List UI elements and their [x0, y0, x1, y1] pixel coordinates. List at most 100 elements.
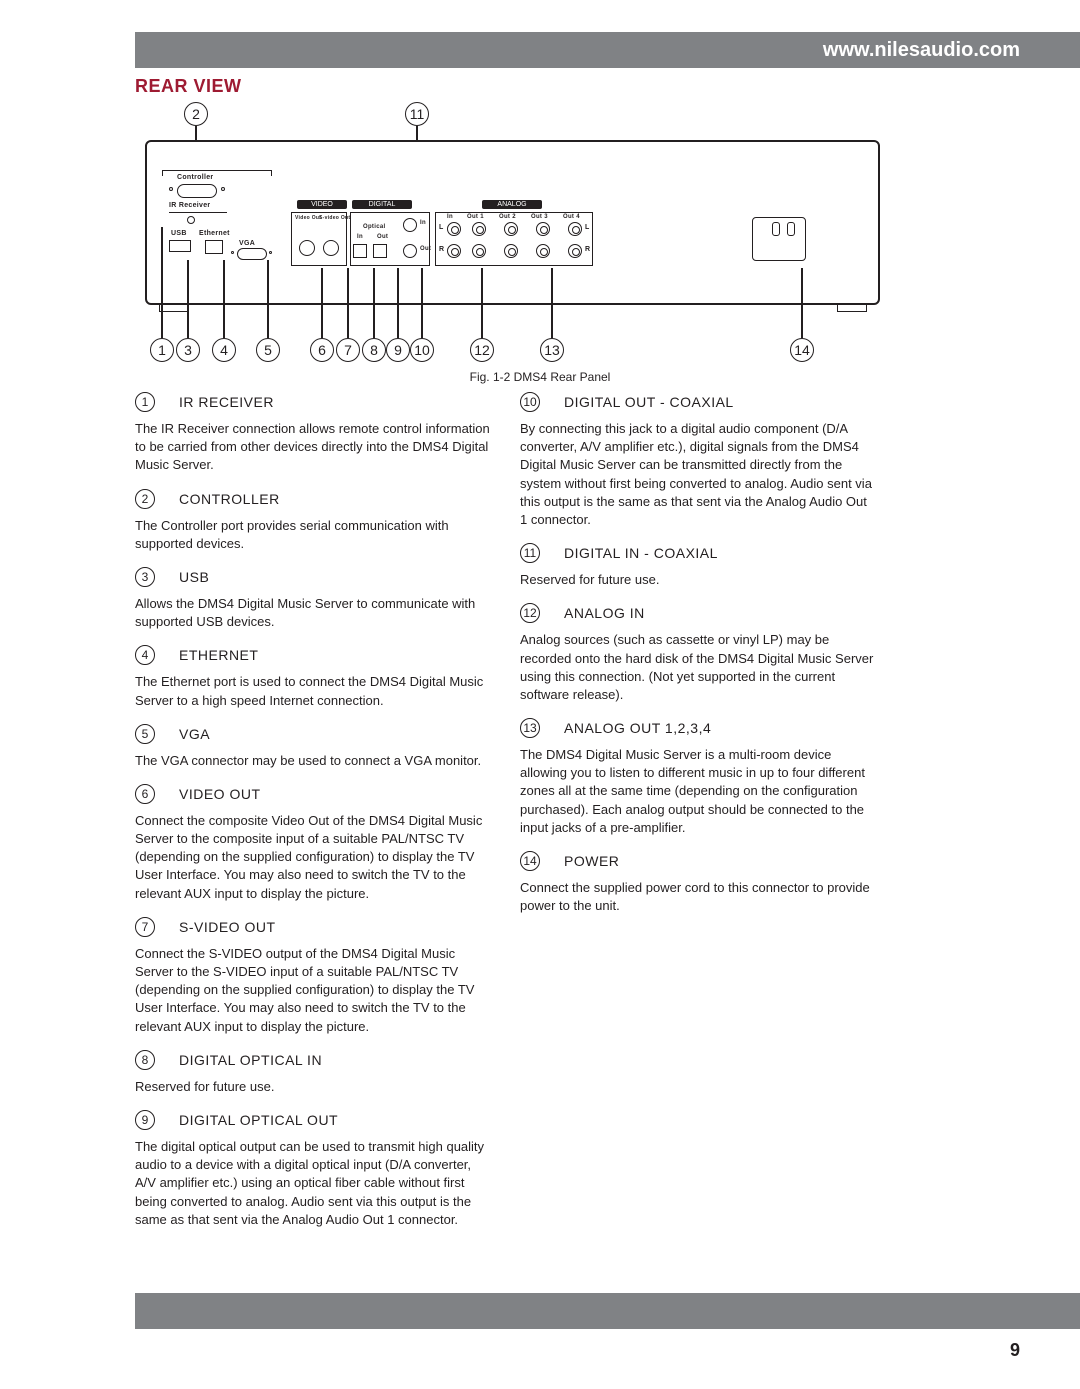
label-coaxout: Out — [420, 246, 431, 252]
item-9: 9 DIGITAL OPTICAL OUT The digital optical … — [135, 1110, 490, 1229]
item-body-5: The VGA connector may be used to connect… — [135, 752, 490, 770]
item-body-8: Reserved for future use. — [135, 1078, 490, 1096]
item-num-11: 11 — [520, 543, 540, 563]
figure-caption: Fig. 1-2 DMS4 Rear Panel — [0, 370, 1080, 384]
item-body-10: By connecting this jack to a digital aud… — [520, 420, 875, 529]
item-num-6: 6 — [135, 784, 155, 804]
header-bar: www.nilesaudio.com — [135, 32, 1080, 68]
description-columns: 1 IR RECEIVER The IR Receiver connection a… — [135, 392, 875, 1243]
label-out3: Out 3 — [531, 214, 548, 220]
item-body-2: The Controller port provides serial comm… — [135, 517, 490, 553]
callout-4: 4 — [212, 338, 236, 362]
item-body-9: The digital optical output can be used t… — [135, 1138, 490, 1229]
item-title-11: DIGITAL IN - COAXIAL — [564, 545, 718, 561]
label-video: VIDEO — [297, 200, 347, 209]
label-coaxin: In — [420, 220, 426, 226]
item-num-8: 8 — [135, 1050, 155, 1070]
item-title-4: ETHERNET — [179, 647, 258, 663]
label-vga: VGA — [239, 240, 255, 247]
item-num-12: 12 — [520, 603, 540, 623]
header-url: www.nilesaudio.com — [823, 39, 1020, 62]
item-title-14: POWER — [564, 853, 619, 869]
label-ir-receiver: IR Receiver — [169, 202, 210, 209]
callout-8: 8 — [362, 338, 386, 362]
item-10: 10 DIGITAL OUT - COAXIAL By connecting thi… — [520, 392, 875, 529]
callout-2: 2 — [184, 102, 208, 126]
label-L2: L — [585, 224, 590, 231]
item-5: 5VGAThe VGA connector may be used to con… — [135, 724, 490, 770]
item-7: 7 S-VIDEO OUT Connect the S-VIDEO output o… — [135, 917, 490, 1036]
label-out2: Out 2 — [499, 214, 516, 220]
item-num-10: 10 — [520, 392, 540, 412]
item-num-2: 2 — [135, 489, 155, 509]
callout-7: 7 — [336, 338, 360, 362]
callout-6: 6 — [310, 338, 334, 362]
item-num-1: 1 — [135, 392, 155, 412]
label-optical: Optical — [363, 224, 385, 230]
footer-bar — [135, 1293, 1080, 1329]
item-title-10: DIGITAL OUT - COAXIAL — [564, 394, 734, 410]
label-video-out: Video Out — [295, 215, 321, 221]
label-out1: Out 1 — [467, 214, 484, 220]
label-analog: ANALOG — [482, 200, 542, 209]
label-digital: DIGITAL — [352, 200, 412, 209]
label-controller: Controller — [177, 174, 213, 181]
item-title-6: VIDEO OUT — [179, 786, 261, 802]
callout-1: 1 — [150, 338, 174, 362]
item-12: 12 ANALOG IN Analog sources (such as casse… — [520, 603, 875, 704]
item-body-1: The IR Receiver connection allows remote… — [135, 420, 490, 475]
label-out4: Out 4 — [563, 214, 580, 220]
item-2: 2 CONTROLLER The Controller port provides … — [135, 489, 490, 553]
item-body-7: Connect the S-VIDEO output of the DMS4 D… — [135, 945, 490, 1036]
right-column: 10 DIGITAL OUT - COAXIAL By connecting thi… — [520, 392, 875, 1243]
label-ethernet: Ethernet — [199, 230, 230, 237]
item-13: 13 ANALOG OUT 1,2,3,4 The DMS4 Digital Mus… — [520, 718, 875, 837]
item-title-1: IR RECEIVER — [179, 394, 274, 410]
item-num-4: 4 — [135, 645, 155, 665]
item-title-5: VGA — [179, 726, 210, 742]
item-8: 8 DIGITAL OPTICAL IN Reserved for future u… — [135, 1050, 490, 1096]
item-11: 11 DIGITAL IN - COAXIAL Reserved for futur… — [520, 543, 875, 589]
callout-13: 13 — [540, 338, 564, 362]
item-3: 3USBAllows the DMS4 Digital Music Server… — [135, 567, 490, 631]
callout-9: 9 — [386, 338, 410, 362]
item-title-2: CONTROLLER — [179, 491, 280, 507]
item-title-8: DIGITAL OPTICAL IN — [179, 1052, 322, 1068]
label-anin: In — [447, 214, 453, 220]
section-title: REAR VIEW — [135, 76, 242, 97]
item-body-3: Allows the DMS4 Digital Music Server to … — [135, 595, 490, 631]
label-usb: USB — [171, 230, 187, 237]
item-title-7: S-VIDEO OUT — [179, 919, 276, 935]
item-title-9: DIGITAL OPTICAL OUT — [179, 1112, 338, 1128]
callout-11: 11 — [405, 102, 429, 126]
item-num-9: 9 — [135, 1110, 155, 1130]
item-num-7: 7 — [135, 917, 155, 937]
item-num-14: 14 — [520, 851, 540, 871]
item-body-11: Reserved for future use. — [520, 571, 875, 589]
callout-5: 5 — [256, 338, 280, 362]
item-title-12: ANALOG IN — [564, 605, 645, 621]
label-R1: R — [439, 246, 444, 253]
callout-3: 3 — [176, 338, 200, 362]
item-num-13: 13 — [520, 718, 540, 738]
item-body-12: Analog sources (such as cassette or viny… — [520, 631, 875, 704]
label-digin: In — [357, 234, 363, 240]
label-L1: L — [439, 224, 444, 231]
item-body-6: Connect the composite Video Out of the D… — [135, 812, 490, 903]
label-svideo-out: S-video Out — [319, 215, 350, 221]
item-body-14: Connect the supplied power cord to this … — [520, 879, 875, 915]
item-6: 6 VIDEO OUT Connect the composite Video Ou… — [135, 784, 490, 903]
rear-panel-diagram: Controller IR Receiver USB Ethernet VGA … — [145, 140, 880, 305]
item-1: 1 IR RECEIVER The IR Receiver connection a… — [135, 392, 490, 475]
item-14: 14 POWER Connect the supplied power cord t… — [520, 851, 875, 915]
item-body-13: The DMS4 Digital Music Server is a multi… — [520, 746, 875, 837]
callout-12: 12 — [470, 338, 494, 362]
label-digout: Out — [377, 234, 388, 240]
callout-10: 10 — [410, 338, 434, 362]
label-R2: R — [585, 246, 590, 253]
callout-14: 14 — [790, 338, 814, 362]
item-body-4: The Ethernet port is used to connect the… — [135, 673, 490, 709]
page-number: 9 — [1010, 1340, 1020, 1361]
left-column: 1 IR RECEIVER The IR Receiver connection a… — [135, 392, 490, 1243]
item-title-13: ANALOG OUT 1,2,3,4 — [564, 720, 711, 736]
